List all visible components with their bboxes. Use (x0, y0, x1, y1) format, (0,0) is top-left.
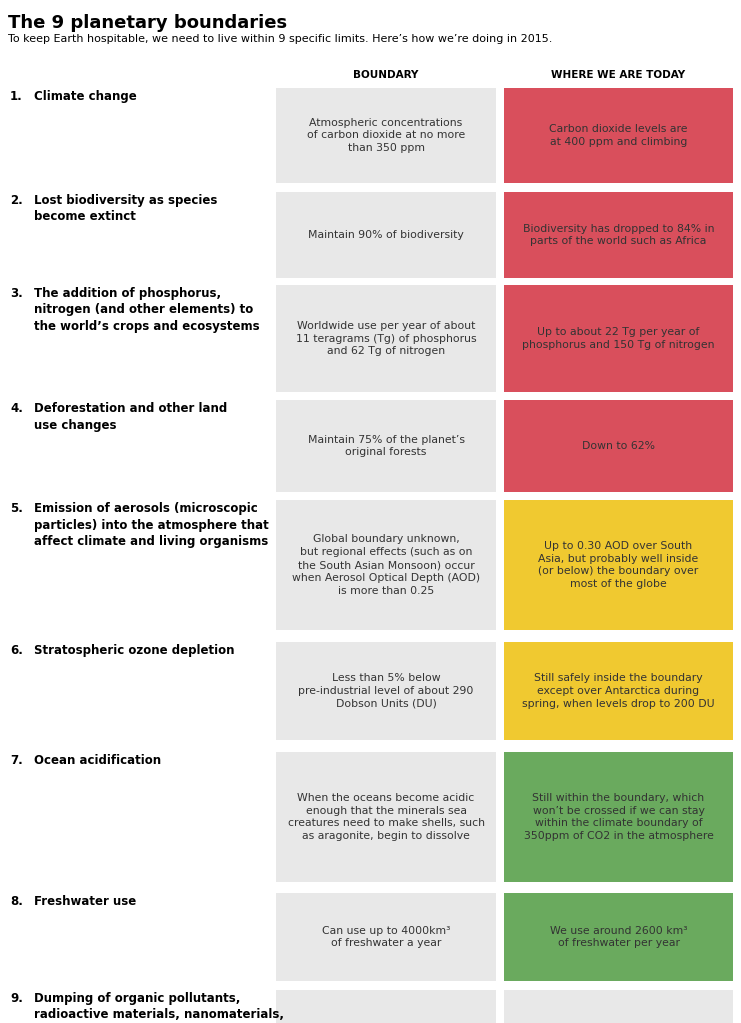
Text: WHERE WE ARE TODAY: WHERE WE ARE TODAY (551, 70, 685, 80)
Text: Worldwide use per year of about
11 teragrams (Tg) of phosphorus
and 62 Tg of nit: Worldwide use per year of about 11 terag… (296, 320, 476, 356)
FancyBboxPatch shape (276, 990, 496, 1023)
Text: Biodiversity has dropped to 84% in
parts of the world such as Africa: Biodiversity has dropped to 84% in parts… (522, 224, 714, 247)
Text: Still within the boundary, which
won’t be crossed if we can stay
within the clim: Still within the boundary, which won’t b… (524, 793, 714, 841)
FancyBboxPatch shape (504, 400, 733, 492)
Text: 6.: 6. (10, 644, 23, 657)
Text: Deforestation and other land
use changes: Deforestation and other land use changes (34, 402, 227, 432)
Text: Up to 0.30 AOD over South
Asia, but probably well inside
(or below) the boundary: Up to 0.30 AOD over South Asia, but prob… (539, 541, 699, 589)
FancyBboxPatch shape (504, 500, 733, 630)
FancyBboxPatch shape (504, 752, 733, 882)
FancyBboxPatch shape (504, 285, 733, 392)
Text: Climate change: Climate change (34, 90, 137, 103)
Text: Dumping of organic pollutants,
radioactive materials, nanomaterials,
micro-plast: Dumping of organic pollutants, radioacti… (34, 992, 284, 1023)
Text: Lost biodiversity as species
become extinct: Lost biodiversity as species become exti… (34, 194, 217, 223)
FancyBboxPatch shape (276, 500, 496, 630)
FancyBboxPatch shape (276, 88, 496, 183)
Text: 8.: 8. (10, 895, 23, 908)
FancyBboxPatch shape (276, 893, 496, 981)
Text: 5.: 5. (10, 502, 23, 515)
Text: Carbon dioxide levels are
at 400 ppm and climbing: Carbon dioxide levels are at 400 ppm and… (549, 124, 688, 147)
Text: BOUNDARY: BOUNDARY (353, 70, 419, 80)
Text: Stratospheric ozone depletion: Stratospheric ozone depletion (34, 644, 234, 657)
Text: Still safely inside the boundary
except over Antarctica during
spring, when leve: Still safely inside the boundary except … (522, 673, 715, 709)
FancyBboxPatch shape (276, 400, 496, 492)
Text: We use around 2600 km³
of freshwater per year: We use around 2600 km³ of freshwater per… (550, 926, 687, 948)
Text: Ocean acidification: Ocean acidification (34, 754, 161, 767)
Text: Up to about 22 Tg per year of
phosphorus and 150 Tg of nitrogen: Up to about 22 Tg per year of phosphorus… (522, 327, 715, 350)
Text: 4.: 4. (10, 402, 23, 415)
Text: The 9 planetary boundaries: The 9 planetary boundaries (8, 14, 287, 32)
Text: 7.: 7. (10, 754, 23, 767)
Text: Emission of aerosols (microscopic
particles) into the atmosphere that
affect cli: Emission of aerosols (microscopic partic… (34, 502, 269, 548)
Text: Less than 5% below
pre-industrial level of about 290
Dobson Units (DU): Less than 5% below pre-industrial level … (299, 673, 473, 709)
FancyBboxPatch shape (276, 285, 496, 392)
FancyBboxPatch shape (504, 990, 733, 1023)
Text: Global boundary unknown,
but regional effects (such as on
the South Asian Monsoo: Global boundary unknown, but regional ef… (292, 534, 480, 595)
Text: 2.: 2. (10, 194, 23, 207)
FancyBboxPatch shape (504, 192, 733, 278)
Text: Can use up to 4000km³
of freshwater a year: Can use up to 4000km³ of freshwater a ye… (322, 926, 451, 948)
Text: Maintain 75% of the planet’s
original forests: Maintain 75% of the planet’s original fo… (308, 435, 465, 457)
Text: To keep Earth hospitable, we need to live within 9 specific limits. Here’s how w: To keep Earth hospitable, we need to liv… (8, 34, 552, 44)
Text: Freshwater use: Freshwater use (34, 895, 136, 908)
FancyBboxPatch shape (276, 192, 496, 278)
Text: 9.: 9. (10, 992, 23, 1005)
Text: Atmospheric concentrations
of carbon dioxide at no more
than 350 ppm: Atmospheric concentrations of carbon dio… (307, 118, 465, 153)
FancyBboxPatch shape (504, 642, 733, 740)
Text: 3.: 3. (10, 287, 23, 300)
Text: Down to 62%: Down to 62% (582, 441, 655, 451)
Text: 1.: 1. (10, 90, 23, 103)
FancyBboxPatch shape (504, 88, 733, 183)
FancyBboxPatch shape (504, 893, 733, 981)
Text: Maintain 90% of biodiversity: Maintain 90% of biodiversity (308, 230, 464, 240)
Text: When the oceans become acidic
enough that the minerals sea
creatures need to mak: When the oceans become acidic enough tha… (288, 793, 485, 841)
Text: The addition of phosphorus,
nitrogen (and other elements) to
the world’s crops a: The addition of phosphorus, nitrogen (an… (34, 287, 259, 333)
FancyBboxPatch shape (276, 642, 496, 740)
FancyBboxPatch shape (276, 752, 496, 882)
